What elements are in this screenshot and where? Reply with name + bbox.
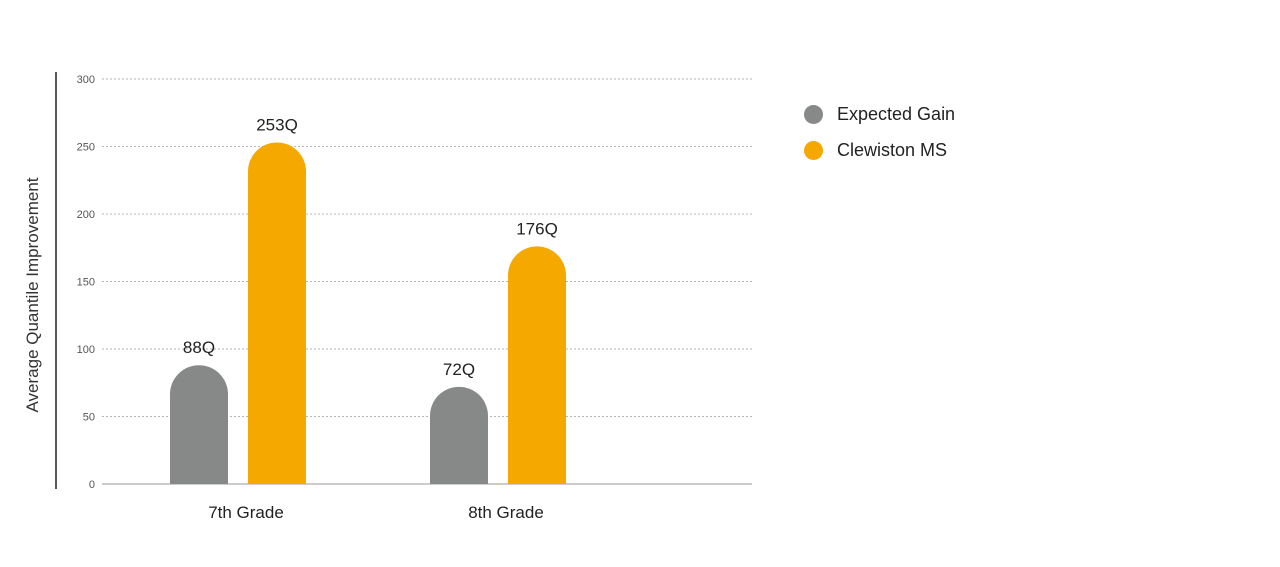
- bar-expected-gain: [170, 365, 228, 484]
- y-tick-label: 100: [77, 344, 95, 356]
- value-label: 88Q: [183, 338, 215, 357]
- value-label: 253Q: [256, 115, 298, 134]
- grid-layer: [102, 78, 752, 417]
- category-labels: 7th Grade 8th Grade: [208, 503, 544, 522]
- y-tick-label: 50: [83, 412, 95, 424]
- y-axis-label: Average Quantile Improvement: [23, 177, 42, 412]
- y-tick-label: 200: [77, 209, 95, 221]
- y-tick-label: 150: [77, 277, 95, 289]
- legend-swatch-clewiston-ms: [804, 140, 823, 160]
- y-tick-label: 0: [89, 479, 95, 491]
- category-label: 8th Grade: [468, 503, 544, 522]
- legend-item-clewiston-ms: Clewiston MS: [804, 132, 955, 168]
- value-label: 72Q: [443, 360, 475, 379]
- category-label: 7th Grade: [208, 503, 284, 522]
- bar-expected-gain: [430, 386, 488, 484]
- y-tick-label: 300: [77, 74, 95, 86]
- value-label: 176Q: [516, 219, 558, 238]
- value-labels: 88Q 253Q 72Q 176Q: [183, 115, 558, 378]
- y-tick-labels: 0 50 100 150 200 250 300: [77, 74, 95, 491]
- bars: [170, 142, 566, 484]
- y-tick-label: 250: [77, 142, 95, 154]
- bar-clewiston-ms: [508, 246, 566, 484]
- legend-label-clewiston-ms: Clewiston MS: [837, 139, 948, 160]
- legend: Expected Gain Clewiston MS: [804, 96, 955, 168]
- legend-label-expected-gain: Expected Gain: [837, 103, 956, 124]
- legend-swatch-expected-gain: [804, 104, 823, 124]
- bar-clewiston-ms: [248, 142, 306, 484]
- legend-item-expected-gain: Expected Gain: [804, 96, 955, 132]
